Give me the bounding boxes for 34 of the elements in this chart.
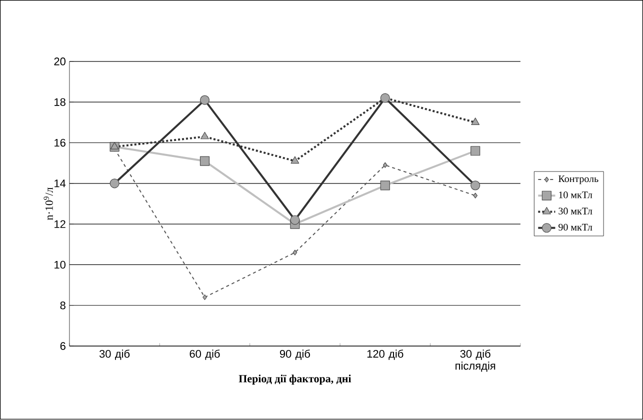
y-tick-label: 16 (54, 139, 66, 147)
y-tick-label: 20 (54, 58, 66, 66)
point (380, 180, 390, 190)
y-tick-label: 12 (54, 220, 66, 228)
point (290, 156, 300, 164)
y-tick-label: 14 (54, 180, 66, 188)
point (470, 146, 480, 156)
point (473, 193, 478, 199)
y-tick-label: 8 (60, 302, 66, 310)
x-axis-title: Період дії фактора, дні (238, 374, 352, 385)
y-tick-label: 6 (60, 342, 66, 350)
point (202, 294, 207, 300)
point (290, 215, 300, 226)
legend-label: 30 мкТл (558, 208, 592, 215)
x-tick-label: 90 діб (280, 350, 310, 360)
y-tick-label: 18 (54, 98, 66, 106)
legend-label: Контроль (558, 176, 598, 184)
legend-label: 10 мкТл (559, 192, 592, 199)
x-tick-label: 120 діб (367, 350, 404, 360)
point (471, 118, 480, 126)
legend-label: 90 мкТл (558, 224, 592, 231)
x-tick-label: 30 діб післядія (456, 350, 496, 372)
point (200, 132, 209, 140)
y-tick-label: 10 (54, 261, 66, 269)
point (110, 178, 120, 188)
point (200, 96, 210, 106)
x-tick-label: 60 діб (190, 350, 220, 360)
point (292, 250, 298, 256)
point (200, 156, 210, 166)
point (382, 162, 388, 168)
point (470, 180, 480, 190)
x-tick-label: 30 діб (99, 350, 130, 360)
y-axis-title: n·10$^{9}$/л (44, 188, 53, 220)
point (380, 93, 390, 104)
